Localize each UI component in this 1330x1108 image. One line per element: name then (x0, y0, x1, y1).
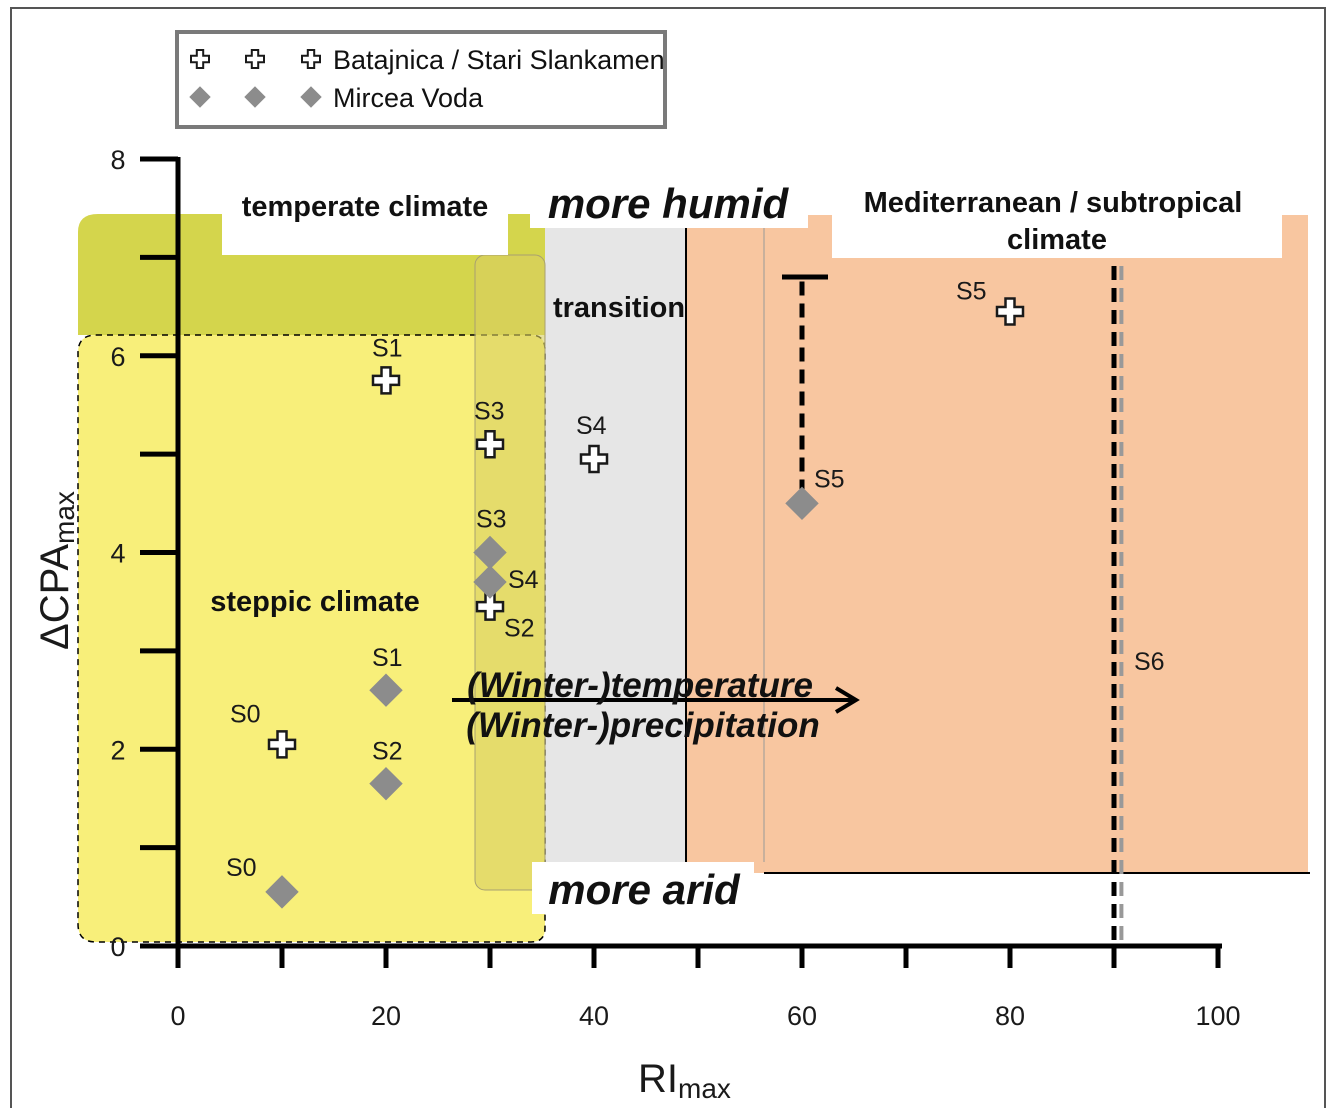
point-label: S3 (476, 506, 507, 534)
point-batajnica-s5 (995, 297, 1025, 326)
point-label: S5 (814, 465, 845, 493)
legend-box (175, 30, 667, 129)
y-axis-label: ΔCPAmax (33, 491, 80, 650)
axes: 0 20 40 60 80 100 0 2 4 6 8 (110, 145, 1240, 1031)
y-tick-label: 2 (110, 735, 125, 765)
label-more-arid: more arid (548, 866, 741, 913)
point-batajnica-s4 (579, 444, 609, 474)
x-axis-label: RImax (638, 1057, 731, 1104)
legend: Batajnica / Stari Slankamen Mircea Voda (175, 30, 667, 129)
label-bg-temperate (222, 187, 508, 255)
data-points: S0 S1 S2 S3 S4 S5 S0 S1 S2 S3 S4 S5 (226, 277, 1025, 909)
point-batajnica-s0 (267, 730, 297, 759)
point-batajnica-s2 (475, 592, 505, 621)
legend-cross-marker (245, 49, 265, 69)
point-label: S0 (226, 854, 257, 882)
error-bar (782, 274, 828, 494)
region-transition (544, 228, 686, 862)
label-more-humid: more humid (548, 180, 790, 227)
point-label: S0 (230, 700, 261, 728)
y-tick-label: 4 (110, 539, 125, 569)
point-mircea-s1 (369, 673, 403, 707)
y-axis-ticks: 0 2 4 6 8 (110, 145, 178, 962)
vertical-lines: S6 (1111, 266, 1165, 944)
legend-diamond-marker (300, 86, 322, 108)
label-arrow-precipitation: (Winter-)precipitation (466, 706, 820, 745)
label-bg-mediterranean (832, 180, 1282, 258)
legend-label-batajnica: Batajnica / Stari Slankamen (333, 45, 665, 75)
regions (77, 180, 1310, 943)
point-label: S5 (956, 277, 987, 305)
point-label: S4 (508, 566, 539, 594)
x-tick-label: 40 (579, 1001, 609, 1031)
label-temperate: temperate climate (242, 191, 489, 223)
legend-diamond-marker (189, 86, 211, 108)
y-tick-label: 0 (110, 932, 125, 962)
point-label: S2 (372, 738, 403, 766)
legend-cross-marker (190, 49, 210, 69)
y-tick-label: 8 (110, 145, 125, 175)
legend-diamond-marker (244, 86, 266, 108)
label-mediterranean-line2: climate (1007, 224, 1107, 256)
x-tick-label: 60 (787, 1001, 817, 1031)
point-label: S3 (474, 397, 505, 425)
point-batajnica-s1 (371, 366, 401, 395)
point-label: S1 (372, 334, 403, 362)
legend-markers (189, 49, 322, 108)
x-tick-label: 100 (1195, 1001, 1240, 1031)
trend-arrow (452, 686, 860, 714)
label-arrow-temperature: (Winter-)temperature (467, 666, 813, 705)
x-tick-label: 20 (371, 1001, 401, 1031)
point-label: S2 (504, 615, 535, 643)
point-label: S4 (576, 412, 607, 440)
label-bg-humid (530, 180, 808, 228)
legend-cross-marker (301, 49, 321, 69)
label-bg-arid (532, 862, 754, 914)
x-tick-label: 80 (995, 1001, 1025, 1031)
label-transition: transition (553, 292, 685, 324)
label-steppic: steppic climate (210, 586, 420, 618)
region-steppic (77, 334, 546, 943)
point-mircea-s5 (785, 486, 819, 521)
point-mircea-s0 (265, 875, 299, 909)
x-axis-ticks: 0 20 40 60 80 100 (170, 946, 1241, 1031)
vertical-line-label: S6 (1134, 648, 1165, 676)
y-axis-label-sub: max (49, 491, 80, 544)
y-tick-label: 6 (110, 342, 125, 372)
trend-arrow-head (834, 686, 860, 714)
region-overlap (474, 254, 546, 891)
x-axis-label-sub: max (678, 1073, 731, 1104)
point-mircea-s2 (369, 766, 403, 801)
point-label: S1 (372, 644, 403, 672)
label-mediterranean-line1: Mediterranean / subtropical (864, 187, 1243, 219)
x-tick-label: 0 (170, 1001, 185, 1031)
legend-label-mircea: Mircea Voda (333, 83, 484, 113)
point-batajnica-s3 (475, 430, 505, 459)
point-mircea-s4 (473, 565, 507, 599)
